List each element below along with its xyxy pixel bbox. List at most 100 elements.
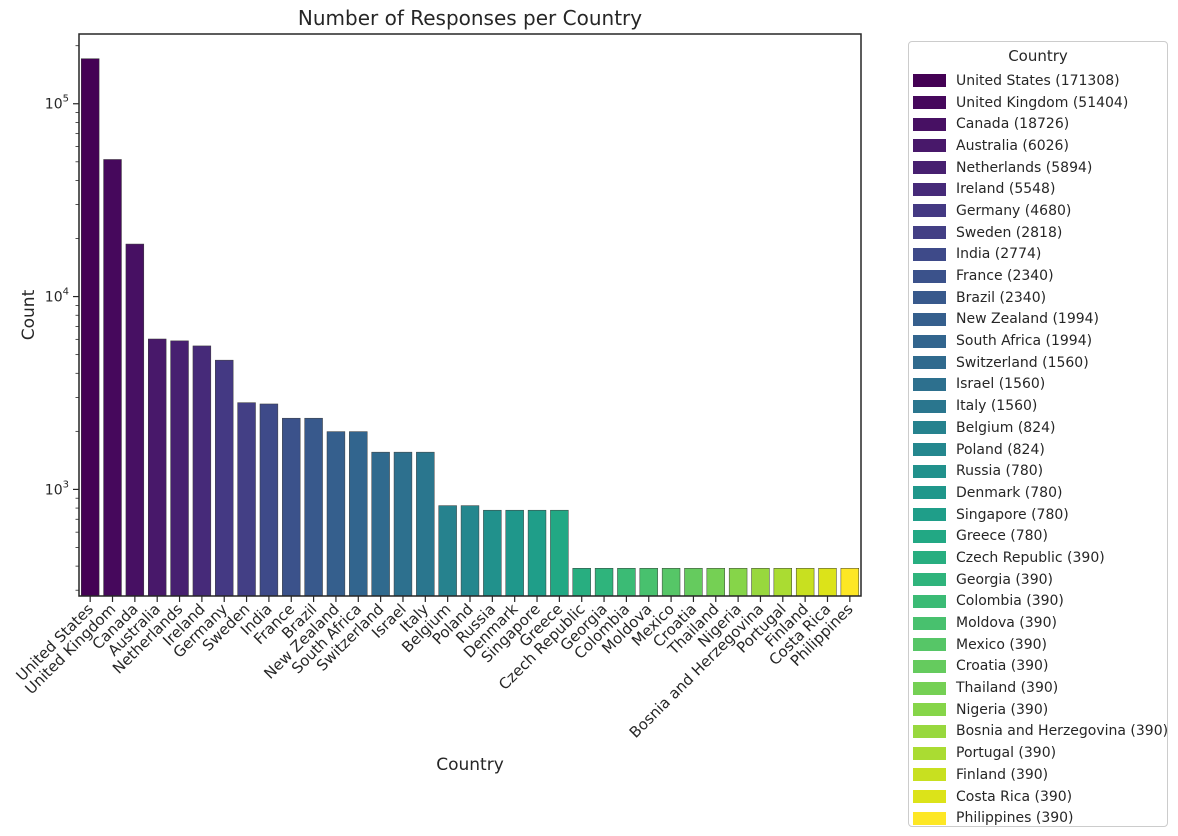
bar-georgia <box>594 568 614 597</box>
legend-item: Canada (18726) <box>913 113 1167 135</box>
legend-swatch <box>913 464 946 478</box>
legend-swatch <box>913 443 946 457</box>
legend-swatch <box>913 594 946 608</box>
bar-denmark <box>505 509 524 597</box>
legend-item: South Africa (1994) <box>913 330 1167 352</box>
legend-swatch <box>913 529 946 543</box>
bar-singapore <box>527 509 547 597</box>
legend-swatch <box>913 269 946 283</box>
bar-portugal <box>773 568 792 597</box>
legend-item: Czech Republic (390) <box>913 547 1167 569</box>
legend-swatch <box>913 356 946 370</box>
legend-item: Finland (390) <box>913 764 1167 786</box>
legend-label: Colombia (390) <box>956 593 1064 610</box>
legend-swatch <box>913 616 946 630</box>
bar-south-africa <box>349 431 368 597</box>
legend-label: Italy (1560) <box>956 398 1038 415</box>
legend-swatch <box>913 681 946 695</box>
bar-costa-rica <box>818 568 837 597</box>
bar-france <box>282 417 301 597</box>
legend-label: Canada (18726) <box>956 116 1070 133</box>
legend-swatch <box>913 182 946 196</box>
legend-item: Russia (780) <box>913 460 1167 482</box>
bar-belgium <box>438 505 457 597</box>
legend-item: Australia (6026) <box>913 135 1167 157</box>
legend-swatch <box>913 421 946 435</box>
legend-label: Croatia (390) <box>956 658 1049 675</box>
legend-items: United States (171308) United Kingdom (51… <box>913 70 1168 829</box>
legend-swatch <box>913 377 946 391</box>
legend-label: Thailand (390) <box>956 680 1059 697</box>
legend-item: Portugal (390) <box>913 742 1167 764</box>
bar-brazil <box>304 417 323 597</box>
legend-label: New Zealand (1994) <box>956 311 1100 328</box>
legend-label: Switzerland (1560) <box>956 354 1089 371</box>
legend-label: Philippines (390) <box>956 810 1074 827</box>
bar-sweden <box>237 402 256 597</box>
bar-australia <box>148 338 167 597</box>
legend-label: Belgium (824) <box>956 419 1056 436</box>
legend-item: United States (171308) <box>913 70 1167 92</box>
legend-swatch <box>913 724 946 738</box>
legend-label: Netherlands (5894) <box>956 159 1093 176</box>
legend-item: Israel (1560) <box>913 374 1167 396</box>
legend-swatch <box>913 334 946 348</box>
bar-canada <box>125 243 145 597</box>
legend-label: Costa Rica (390) <box>956 788 1073 805</box>
bar-bosnia-and-herzegovina <box>751 568 770 597</box>
legend-label: Portugal (390) <box>956 745 1057 762</box>
bar-finland <box>795 568 815 597</box>
legend-item: Belgium (824) <box>913 417 1167 439</box>
legend-item: Ireland (5548) <box>913 178 1167 200</box>
legend-swatch <box>913 161 946 175</box>
chart-title: Number of Responses per Country <box>298 6 642 30</box>
legend-swatch <box>913 508 946 522</box>
legend-item: Italy (1560) <box>913 395 1167 417</box>
legend-swatch <box>913 204 946 218</box>
legend-item: Croatia (390) <box>913 656 1167 678</box>
legend-item: Germany (4680) <box>913 200 1167 222</box>
bar-mexico <box>661 568 681 597</box>
legend-item: Singapore (780) <box>913 504 1167 526</box>
legend-label: Finland (390) <box>956 766 1049 783</box>
y-tick-label: 103 <box>45 479 69 498</box>
legend-item: Netherlands (5894) <box>913 157 1167 179</box>
legend-swatch <box>913 96 946 110</box>
bar-switzerland <box>371 451 390 597</box>
legend-swatch <box>913 74 946 88</box>
legend-item: Bosnia and Herzegovina (390) <box>913 721 1168 743</box>
legend-item: Greece (780) <box>913 525 1167 547</box>
bar-russia <box>483 509 502 597</box>
legend-swatch <box>913 486 946 500</box>
legend-swatch <box>913 638 946 652</box>
legend-swatch <box>913 746 946 760</box>
x-axis-label: Country <box>436 755 504 775</box>
legend-title: Country <box>1008 47 1068 65</box>
legend-swatch <box>913 399 946 413</box>
legend-swatch <box>913 659 946 673</box>
legend-label: Poland (824) <box>956 441 1045 458</box>
legend-label: Moldova (390) <box>956 615 1057 632</box>
bar-greece <box>550 509 569 597</box>
y-axis: 103 104 105 <box>45 45 79 591</box>
legend-swatch <box>913 551 946 565</box>
legend-item: Sweden (2818) <box>913 222 1167 244</box>
legend-label: United Kingdom (51404) <box>956 94 1129 111</box>
legend-label: United States (171308) <box>956 72 1120 89</box>
legend-label: Singapore (780) <box>956 506 1069 523</box>
legend-item: Nigeria (390) <box>913 699 1167 721</box>
bar-united-kingdom <box>103 159 122 597</box>
legend-item: Brazil (2340) <box>913 287 1167 309</box>
bar-germany <box>215 359 234 597</box>
plot-frame <box>78 33 862 597</box>
legend-item: Poland (824) <box>913 439 1167 461</box>
legend-item: France (2340) <box>913 265 1167 287</box>
legend-label: Czech Republic (390) <box>956 549 1105 566</box>
legend-swatch <box>913 790 946 804</box>
legend-item: Moldova (390) <box>913 612 1167 634</box>
legend-swatch <box>913 291 946 305</box>
legend-label: India (2774) <box>956 246 1042 263</box>
legend-item: Denmark (780) <box>913 482 1167 504</box>
